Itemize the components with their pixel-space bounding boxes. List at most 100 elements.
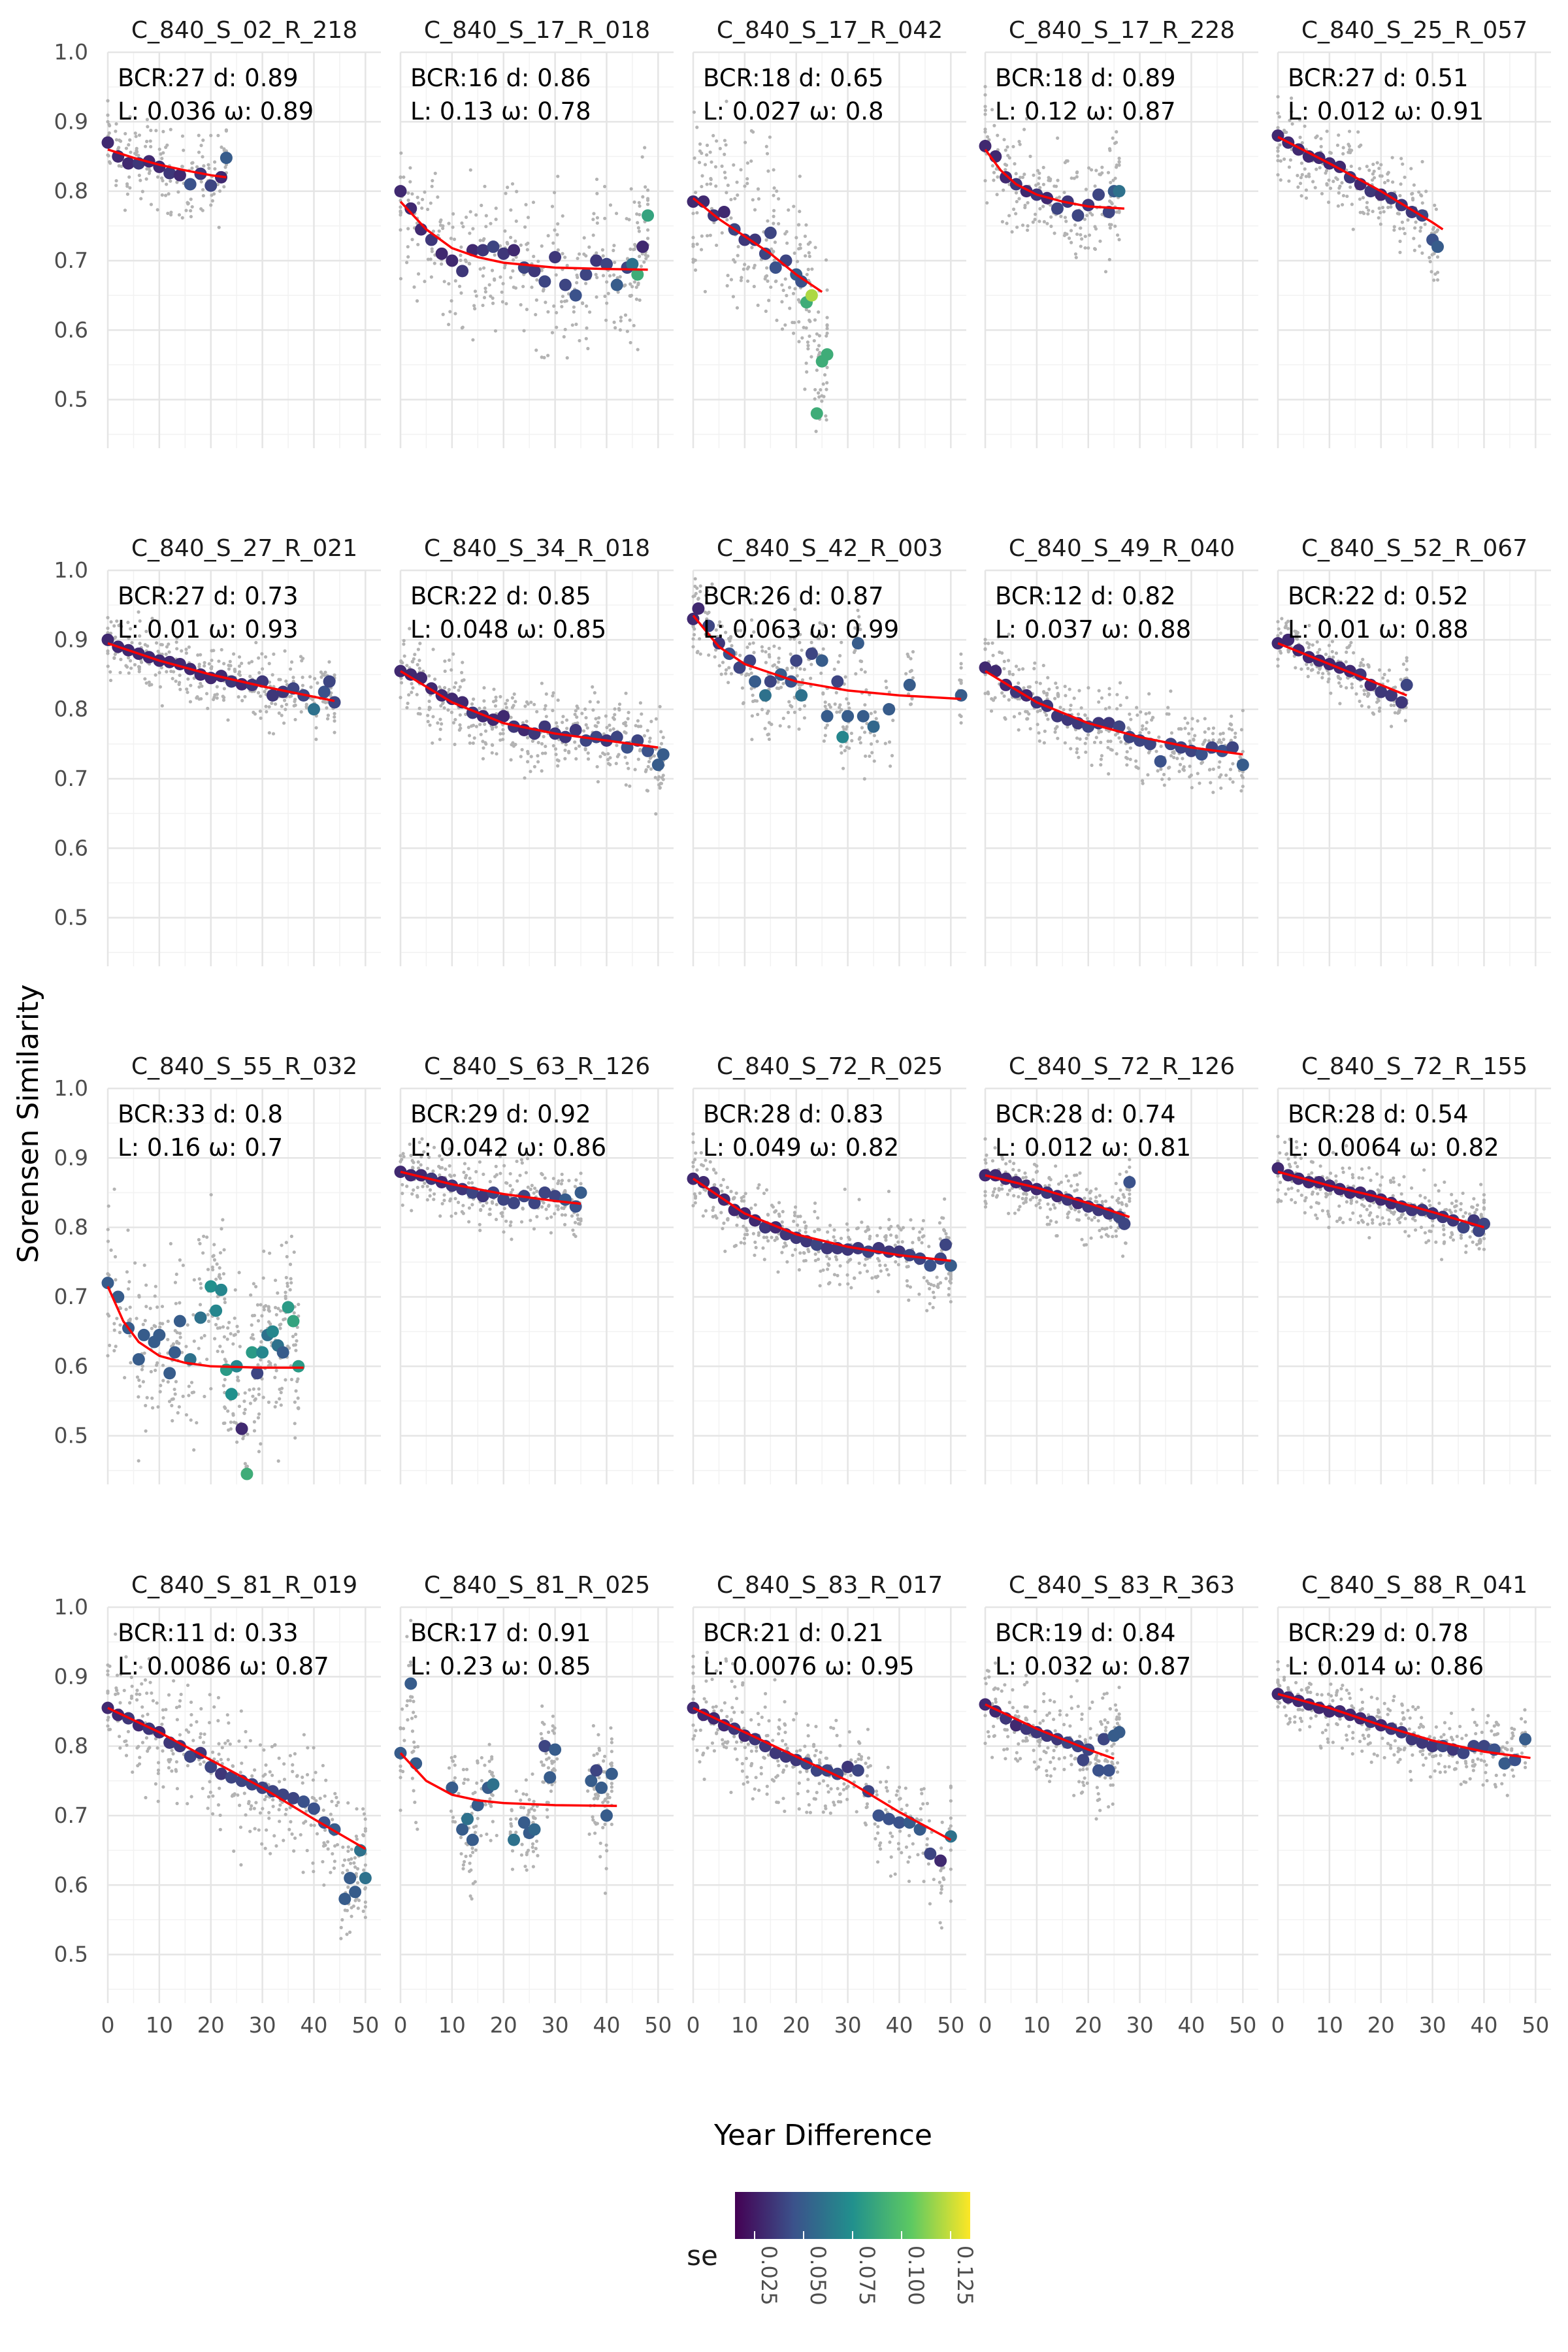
raw-observation (1405, 656, 1409, 660)
raw-observation (509, 758, 513, 762)
raw-observation (749, 1206, 753, 1211)
raw-observation (456, 1200, 461, 1204)
raw-observation (470, 1181, 474, 1185)
raw-observation (460, 1210, 464, 1214)
raw-observation (114, 1278, 118, 1282)
raw-observation (1017, 1195, 1021, 1199)
raw-observation (138, 642, 142, 645)
raw-observation (595, 295, 598, 299)
raw-observation (503, 229, 507, 233)
raw-observation (474, 213, 478, 217)
raw-observation (253, 1397, 257, 1401)
raw-observation (910, 696, 914, 700)
raw-observation (838, 654, 842, 658)
raw-observation (1058, 706, 1062, 710)
raw-observation (789, 637, 792, 641)
raw-observation (429, 257, 433, 261)
raw-observation (431, 647, 435, 651)
raw-observation (161, 178, 165, 183)
raw-observation (112, 1348, 116, 1352)
raw-observation (524, 203, 528, 206)
raw-observation (508, 1171, 512, 1176)
raw-observation (1017, 1168, 1021, 1173)
raw-observation (1437, 1201, 1441, 1205)
raw-observation (1146, 773, 1150, 777)
annotation-bcr: BCR:27 d: 0.89 (118, 64, 299, 92)
annotation-l: L: 0.037 ω: 0.88 (995, 615, 1191, 644)
raw-observation (1059, 1180, 1064, 1184)
raw-observation (112, 624, 116, 628)
raw-observation (1327, 1226, 1331, 1230)
raw-observation (199, 1282, 203, 1286)
raw-observation (754, 1245, 758, 1250)
raw-observation (722, 1221, 726, 1225)
mean-point (590, 254, 603, 267)
raw-observation (212, 695, 216, 699)
raw-observation (444, 1168, 448, 1171)
raw-observation (1279, 651, 1283, 655)
raw-observation (606, 291, 610, 295)
raw-observation (1107, 147, 1112, 151)
raw-observation (412, 657, 416, 661)
raw-observation (557, 759, 561, 762)
raw-observation (1298, 182, 1303, 186)
raw-observation (267, 1305, 270, 1309)
raw-observation (1098, 239, 1102, 243)
raw-observation (703, 163, 708, 167)
raw-observation (658, 704, 662, 709)
raw-observation (595, 276, 599, 280)
raw-observation (596, 779, 600, 784)
raw-observation (557, 1179, 561, 1183)
raw-observation (440, 1201, 444, 1205)
mean-point (235, 1422, 248, 1435)
raw-observation (142, 1351, 146, 1355)
raw-observation (556, 1204, 560, 1208)
mean-point (1051, 202, 1064, 215)
mean-point (476, 244, 489, 257)
raw-observation (240, 698, 244, 702)
raw-observation (751, 641, 755, 645)
raw-observation (1038, 1198, 1042, 1202)
raw-observation (1362, 212, 1366, 216)
raw-observation (206, 706, 210, 710)
raw-observation (1188, 764, 1192, 768)
raw-observation (1351, 227, 1355, 231)
raw-observation (774, 280, 777, 284)
raw-observation (1303, 1211, 1307, 1215)
raw-observation (1186, 732, 1191, 736)
raw-observation (217, 1275, 221, 1279)
raw-observation (766, 709, 770, 713)
raw-observation (442, 706, 446, 710)
raw-observation (1117, 238, 1121, 242)
raw-observation (770, 1203, 774, 1207)
raw-observation (313, 677, 317, 681)
raw-observation (273, 702, 278, 706)
raw-observation (171, 1419, 174, 1423)
raw-observation (1182, 768, 1186, 772)
raw-observation (238, 673, 242, 678)
raw-observation (125, 192, 129, 196)
raw-observation (329, 694, 333, 698)
raw-observation (1229, 738, 1233, 742)
raw-observation (1409, 167, 1413, 171)
raw-observation (278, 1397, 282, 1401)
panel-title: C_840_S_55_R_032 (131, 1053, 357, 1080)
raw-observation (753, 263, 757, 267)
raw-observation (161, 1322, 165, 1326)
raw-observation (887, 1273, 890, 1277)
raw-observation (1423, 1231, 1427, 1235)
fit-curve (984, 148, 1125, 210)
raw-observation (1088, 1197, 1092, 1201)
raw-observation (1379, 163, 1383, 167)
raw-observation (885, 685, 889, 689)
raw-observation (751, 693, 755, 697)
raw-observation (595, 216, 600, 220)
raw-observation (206, 163, 210, 167)
raw-observation (1290, 122, 1294, 126)
raw-observation (1054, 184, 1058, 188)
raw-observation (1007, 1211, 1011, 1215)
raw-observation (1154, 749, 1158, 753)
raw-observation (606, 758, 610, 762)
raw-observation (870, 1276, 874, 1280)
raw-observation (996, 133, 1000, 137)
